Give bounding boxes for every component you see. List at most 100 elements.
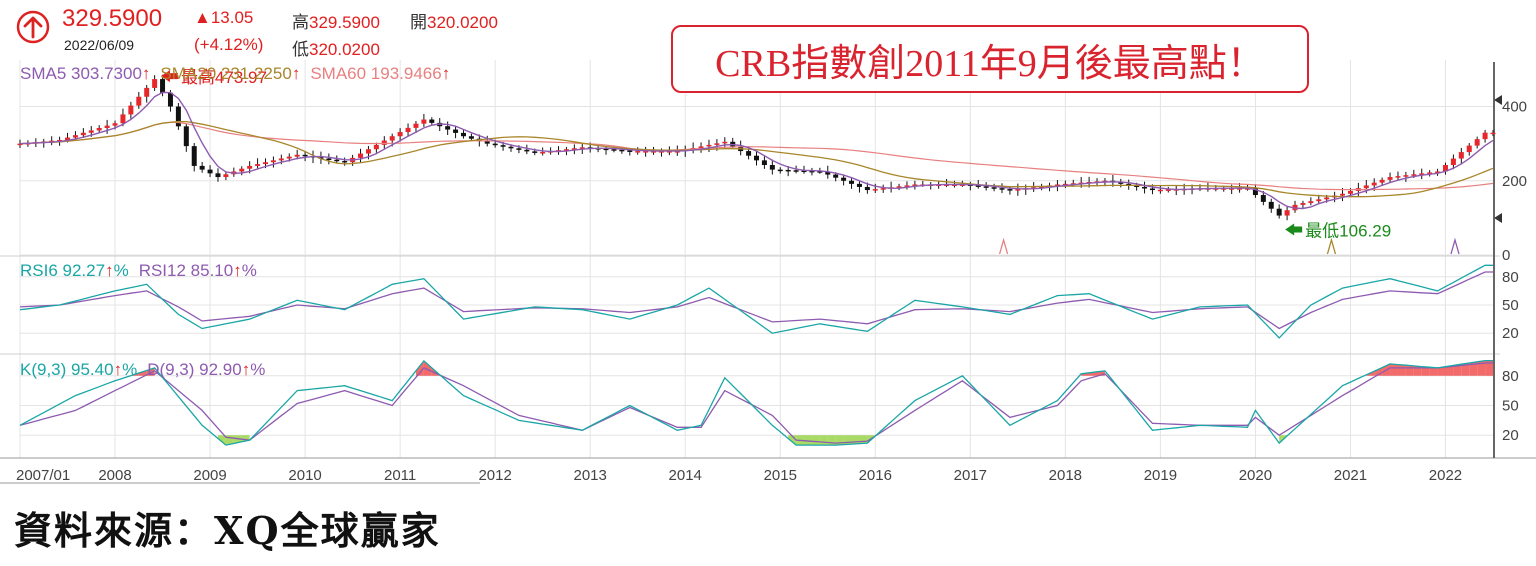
candle-body <box>183 126 189 147</box>
zone-fill <box>1437 366 1446 376</box>
candle-body <box>1134 185 1140 187</box>
k-line <box>19 359 1493 446</box>
quote-date: 2022/06/09 <box>64 37 135 53</box>
candle-body <box>872 189 878 191</box>
y-tick-label: 0 <box>1502 247 1510 264</box>
candle-body <box>65 137 71 140</box>
open-price: 開320.0200 <box>410 8 498 33</box>
legend-entry: SMA5 303.7300 <box>20 64 142 83</box>
legend-unit: % <box>114 261 129 280</box>
candle-body <box>864 186 870 191</box>
candle-body <box>563 149 569 151</box>
candle-body <box>1466 145 1472 153</box>
zone-fill <box>1429 367 1438 376</box>
candle-body <box>167 92 173 107</box>
x-tick-label: 2020 <box>1239 467 1272 484</box>
candle-body <box>421 119 427 124</box>
candle-body <box>468 136 474 139</box>
zone-fill <box>1421 366 1430 376</box>
candle-body <box>57 139 63 142</box>
candle-body <box>714 143 720 145</box>
zone-fill <box>843 435 852 445</box>
y-tick-label: 20 <box>1502 325 1519 342</box>
zone-fill <box>1390 363 1398 376</box>
y-tick-label: 50 <box>1502 297 1519 314</box>
candle-body <box>96 128 102 131</box>
candle-body <box>524 149 530 152</box>
candle-body <box>951 184 957 186</box>
candle-body <box>944 184 950 186</box>
candle-body <box>643 151 649 153</box>
candle-body <box>1007 189 1013 191</box>
candle-body <box>80 132 86 136</box>
candle-body <box>1340 193 1346 196</box>
candle-body <box>334 159 340 162</box>
legend-unit: % <box>242 261 257 280</box>
candle-body <box>1015 189 1021 191</box>
candle-body <box>1371 182 1377 186</box>
candle-body <box>88 130 94 133</box>
legend-entry: D(9,3) 92.90 <box>147 360 242 379</box>
candle-body <box>1118 182 1124 184</box>
zone-fill <box>851 435 860 445</box>
candle-body <box>1387 177 1393 180</box>
candle-body <box>1237 188 1243 190</box>
candle-body <box>1450 158 1456 166</box>
x-tick-label: 2008 <box>98 467 131 484</box>
candle-body <box>904 185 910 187</box>
candle-body <box>1490 132 1496 135</box>
candle-body <box>460 132 466 137</box>
y-tick-label: 80 <box>1502 368 1519 385</box>
candle-body <box>674 151 680 153</box>
rsi12-line <box>19 271 1493 330</box>
candle-body <box>492 143 498 146</box>
rsi6-line <box>19 264 1493 339</box>
candle-body <box>856 183 862 187</box>
candle-body <box>1442 165 1448 172</box>
candle-body <box>429 119 435 123</box>
candle-body <box>255 164 261 166</box>
zone-fill <box>1445 365 1454 376</box>
zone-fill <box>1405 365 1414 376</box>
candle-body <box>1300 203 1306 205</box>
candle-body <box>1411 174 1417 176</box>
candle-body <box>785 169 791 172</box>
candle-body <box>413 123 419 128</box>
candle-body <box>112 123 118 126</box>
candle-body <box>1126 183 1132 186</box>
candle-body <box>136 96 142 106</box>
candle-body <box>239 168 245 172</box>
candle-body <box>1268 201 1274 209</box>
sma5-line <box>19 91 1494 210</box>
candle-body <box>1039 186 1045 188</box>
grid <box>0 60 1536 484</box>
candle-body <box>1324 197 1330 200</box>
candle-body <box>1482 132 1488 140</box>
candle-body <box>160 79 166 93</box>
candle-body <box>983 186 989 188</box>
candle-body <box>817 171 823 173</box>
candle-body <box>445 126 451 130</box>
candle-body <box>373 144 379 150</box>
candle-body <box>263 162 268 165</box>
low-value: 320.0200 <box>309 40 380 59</box>
candle-body <box>223 174 229 178</box>
zone-fill <box>811 435 820 446</box>
candle-body <box>365 149 371 154</box>
legend-entry: K(9,3) 95.40 <box>20 360 114 379</box>
candle-body <box>754 155 759 161</box>
candle-body <box>397 132 403 137</box>
candle-body <box>793 170 799 172</box>
up-arrow-icon: ↑ <box>233 261 242 280</box>
candle-body <box>1427 172 1433 174</box>
candle-body <box>1284 210 1290 216</box>
candle-body <box>1054 184 1060 186</box>
low-price: 低320.0200 <box>292 35 380 60</box>
zone-fill <box>1469 361 1478 376</box>
candle-body <box>1149 188 1155 191</box>
axis-marker-icon <box>1494 213 1502 223</box>
candle-body <box>152 79 158 88</box>
price-change-percent: (+4.12%) <box>194 35 264 54</box>
zone-fill <box>423 360 432 376</box>
candle-body <box>247 165 253 169</box>
